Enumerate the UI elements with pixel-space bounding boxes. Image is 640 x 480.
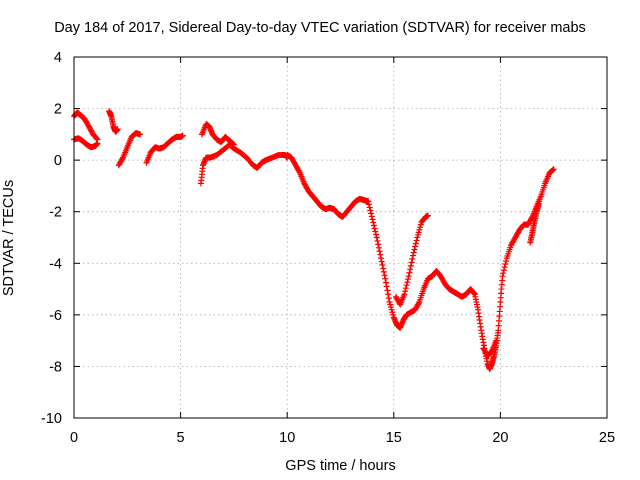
y-tick-label: -2 [49, 205, 62, 221]
data-point [402, 288, 409, 295]
data-point [370, 219, 377, 226]
data-point [373, 231, 380, 238]
data-point [378, 255, 385, 262]
data-point [413, 237, 420, 244]
data-point [378, 258, 385, 265]
data-point [230, 141, 237, 148]
data-point [376, 248, 383, 255]
data-point [365, 198, 372, 205]
data-point [405, 276, 412, 283]
data-point [375, 244, 382, 251]
x-tick-label: 10 [279, 430, 295, 446]
data-point [411, 246, 418, 253]
data-point [368, 213, 375, 220]
plot-frame [73, 56, 608, 419]
data-point [114, 126, 121, 133]
chart-title: Day 184 of 2017, Sidereal Day-to-day VTE… [54, 20, 586, 36]
y-tick-label: -8 [49, 359, 62, 375]
x-tick-label: 15 [386, 430, 402, 446]
data-point [502, 261, 509, 268]
data-point [375, 241, 382, 248]
x-tick-label: 5 [177, 430, 185, 446]
data-point [424, 212, 431, 219]
data-point [550, 166, 557, 173]
data-point [407, 266, 414, 273]
data-point [94, 140, 101, 147]
data-point [500, 267, 507, 274]
grid-lines [74, 57, 607, 418]
data-point [368, 210, 375, 217]
data-point [500, 270, 507, 277]
data-point [404, 279, 411, 286]
data-point [230, 141, 237, 148]
data-point [377, 251, 384, 258]
y-tick-label: 0 [54, 153, 62, 169]
data-point [381, 272, 388, 279]
y-tick-label: 4 [54, 50, 62, 66]
data-point [409, 255, 416, 262]
data-point [405, 273, 412, 280]
data-point [93, 135, 100, 142]
y-tick-label: -4 [49, 256, 62, 272]
data-point [409, 252, 416, 259]
x-tick-label: 20 [492, 430, 508, 446]
data-point [415, 300, 422, 307]
data-point [410, 249, 417, 256]
y-tick-label: -10 [41, 411, 62, 427]
x-tick-label: 0 [70, 430, 78, 446]
data-point [403, 282, 410, 289]
data-point [382, 275, 389, 282]
x-tick-label: 25 [599, 430, 615, 446]
data-point [370, 222, 377, 229]
data-point [501, 264, 508, 271]
data-point [373, 234, 380, 241]
data-point [384, 287, 391, 294]
data-point [383, 283, 390, 290]
data-point [371, 225, 378, 232]
data-point [385, 291, 392, 298]
data-point [369, 216, 376, 223]
data-point [412, 243, 419, 250]
data-point [119, 155, 126, 162]
y-tick-label: -6 [49, 308, 62, 324]
data-point [412, 240, 419, 247]
data-point [382, 279, 389, 286]
y-tick-label: 2 [54, 102, 62, 118]
data-point [471, 290, 478, 297]
data-point [385, 295, 392, 302]
data-point [372, 228, 379, 235]
data-point [549, 166, 556, 173]
data-point [137, 131, 144, 138]
axis-ticks: 0 5 10 15 20 25 -10 -8 -6 -4 -2 0 2 4 [41, 50, 615, 446]
data-point [402, 285, 409, 292]
data-points [71, 108, 557, 373]
data-point [366, 204, 373, 211]
data-point [367, 207, 374, 214]
data-point [380, 268, 387, 275]
data-point [379, 262, 386, 269]
data-point [535, 200, 542, 207]
data-point [406, 269, 413, 276]
data-point [380, 265, 387, 272]
data-point [401, 291, 408, 298]
data-point [179, 132, 186, 139]
data-point [296, 168, 303, 175]
data-point [374, 237, 381, 244]
data-point [407, 262, 414, 269]
data-point [499, 273, 506, 280]
data-point [408, 259, 415, 266]
data-point [493, 337, 500, 344]
x-axis-label: GPS time / hours [285, 458, 396, 474]
data-point [503, 258, 510, 265]
data-point [365, 201, 372, 208]
y-axis-label: SDTVAR / TECUs [1, 179, 17, 297]
